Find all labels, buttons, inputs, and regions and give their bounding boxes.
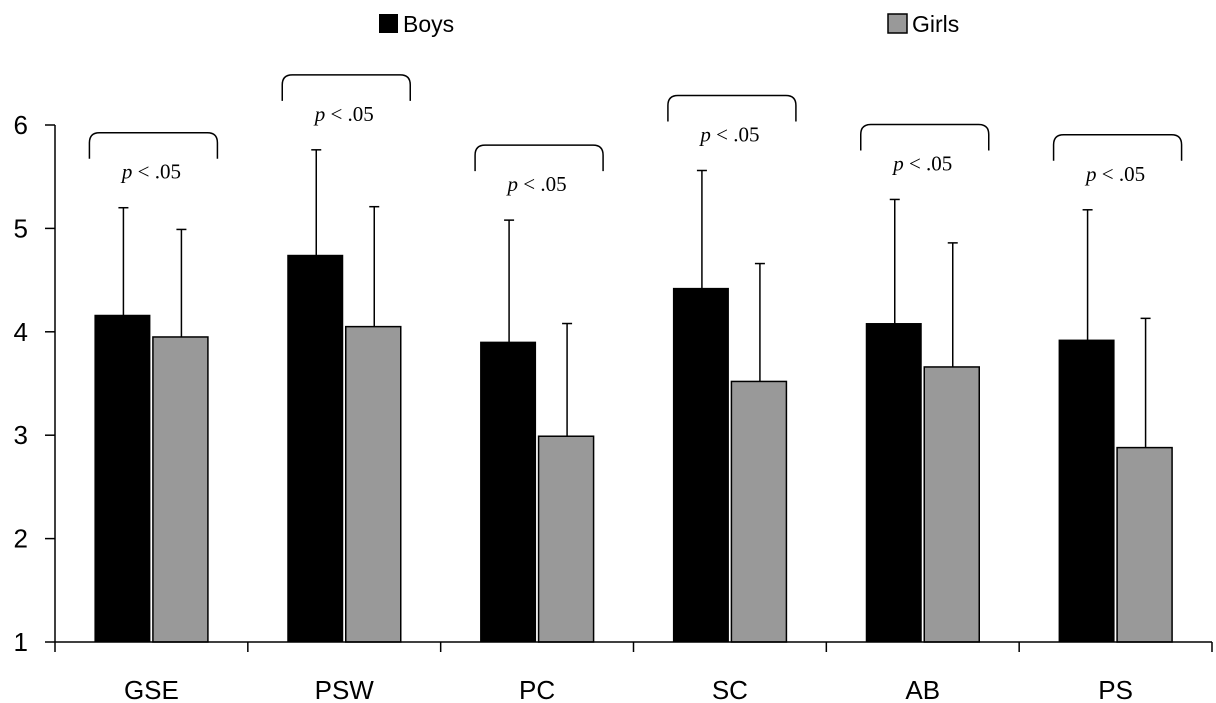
significance-label-pc: p < .05 — [506, 172, 567, 196]
bar-boys-pc — [480, 341, 537, 643]
bar-girls-ab — [923, 366, 980, 643]
bars-layer — [94, 149, 1173, 643]
bar-girls-ps — [1116, 446, 1173, 643]
p-threshold: < .05 — [711, 122, 760, 146]
y-tick-label: 5 — [14, 213, 28, 243]
p-symbol: p — [891, 151, 904, 175]
bar-boys-psw — [287, 254, 344, 643]
bar-boys-ab — [865, 323, 922, 643]
x-tick-label-ps: PS — [1098, 675, 1133, 703]
x-tick-label-gse: GSE — [124, 675, 179, 703]
significance-label-ab: p < .05 — [891, 151, 952, 175]
legend-swatch-girls — [887, 13, 908, 34]
bar-girls-pc — [537, 435, 595, 643]
x-tick-label-pc: PC — [519, 675, 555, 703]
significance-bracket-sc — [667, 94, 797, 122]
x-tick-label-ab: AB — [905, 675, 940, 703]
y-tick-label: 2 — [14, 524, 28, 554]
significance-bracket-psw — [281, 74, 411, 101]
significance-label-ps: p < .05 — [1084, 162, 1145, 186]
axes: 1 2 3 4 5 6 GSE PSW PC SC AB PS — [14, 110, 1213, 703]
significance-bracket-ps — [1052, 134, 1183, 161]
y-tick-label: 4 — [14, 317, 28, 347]
significance-bracket-gse — [88, 131, 219, 159]
significance-bracket-pc — [474, 144, 604, 172]
significance-label-psw: p < .05 — [313, 102, 374, 126]
p-symbol: p — [120, 160, 133, 184]
significance-bracket-ab — [860, 123, 990, 151]
legend-label-boys: Boys — [403, 11, 454, 37]
p-threshold: < .05 — [904, 151, 953, 175]
y-tick-label: 3 — [14, 420, 28, 450]
legend-swatch-boys — [379, 14, 398, 33]
p-threshold: < .05 — [132, 160, 181, 184]
bar-boys-sc — [672, 287, 729, 643]
significance-label-gse: p < .05 — [120, 160, 181, 184]
bar-girls-gse — [152, 336, 209, 643]
legend-label-girls: Girls — [912, 11, 959, 37]
p-symbol: p — [1084, 162, 1097, 186]
p-symbol: p — [313, 102, 326, 126]
x-tick-label-sc: SC — [712, 675, 748, 703]
legend: Boys Girls — [379, 11, 959, 37]
p-threshold: < .05 — [325, 102, 374, 126]
y-tick-label: 6 — [14, 110, 28, 140]
x-tick-label-psw: PSW — [315, 675, 375, 703]
p-threshold: < .05 — [518, 172, 567, 196]
p-threshold: < .05 — [1097, 162, 1146, 186]
p-symbol: p — [698, 122, 711, 146]
bar-girls-psw — [345, 325, 402, 643]
bar-girls-sc — [730, 380, 788, 643]
y-tick-label: 1 — [14, 627, 28, 657]
significance-annotations: p < .05p < .05p < .05p < .05p < .05 p < .… — [88, 74, 1183, 196]
bar-boys-gse — [94, 314, 151, 643]
p-symbol: p — [506, 172, 519, 196]
bar-boys-ps — [1058, 339, 1115, 643]
significance-label-sc: p < .05 — [698, 122, 759, 146]
